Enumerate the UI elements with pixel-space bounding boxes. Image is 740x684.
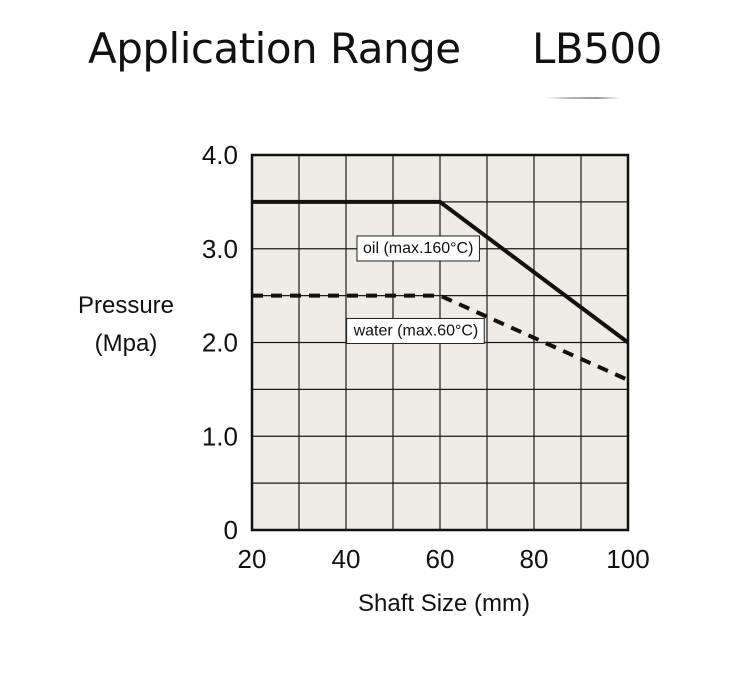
x-tick-label: 40 — [332, 544, 361, 574]
y-tick-label: 3.0 — [202, 234, 238, 264]
plot-frame — [250, 153, 630, 532]
oil-label-text: oil (max.160°C) — [363, 240, 473, 257]
water-label-box — [346, 317, 485, 344]
y-axis-title: Pressure — [78, 292, 174, 319]
y-tick-label: 1.0 — [202, 421, 238, 451]
oil-label-box — [356, 235, 480, 262]
water-label-text: water (max.60°C) — [353, 322, 479, 339]
chart-title: Application Range — [88, 24, 461, 73]
decorative-line — [545, 97, 620, 99]
water-series-line — [252, 293, 629, 382]
y-axis-title: (Mpa) — [95, 330, 158, 357]
y-tick-label: 0 — [224, 515, 238, 545]
x-axis-title: Shaft Size (mm) — [358, 590, 530, 617]
water-label: water (max.60°C) — [346, 317, 485, 344]
x-tick-label: 80 — [520, 544, 549, 574]
x-tick-label: 60 — [426, 544, 455, 574]
x-tick-label: 20 — [238, 544, 267, 574]
y-tick-label: 2.0 — [202, 328, 238, 358]
oil-label: oil (max.160°C) — [356, 235, 480, 262]
x-tick-label: 100 — [606, 544, 649, 574]
oil-series-line — [252, 199, 630, 345]
model-name: LB500 — [532, 24, 662, 73]
y-tick-label: 4.0 — [202, 140, 238, 170]
